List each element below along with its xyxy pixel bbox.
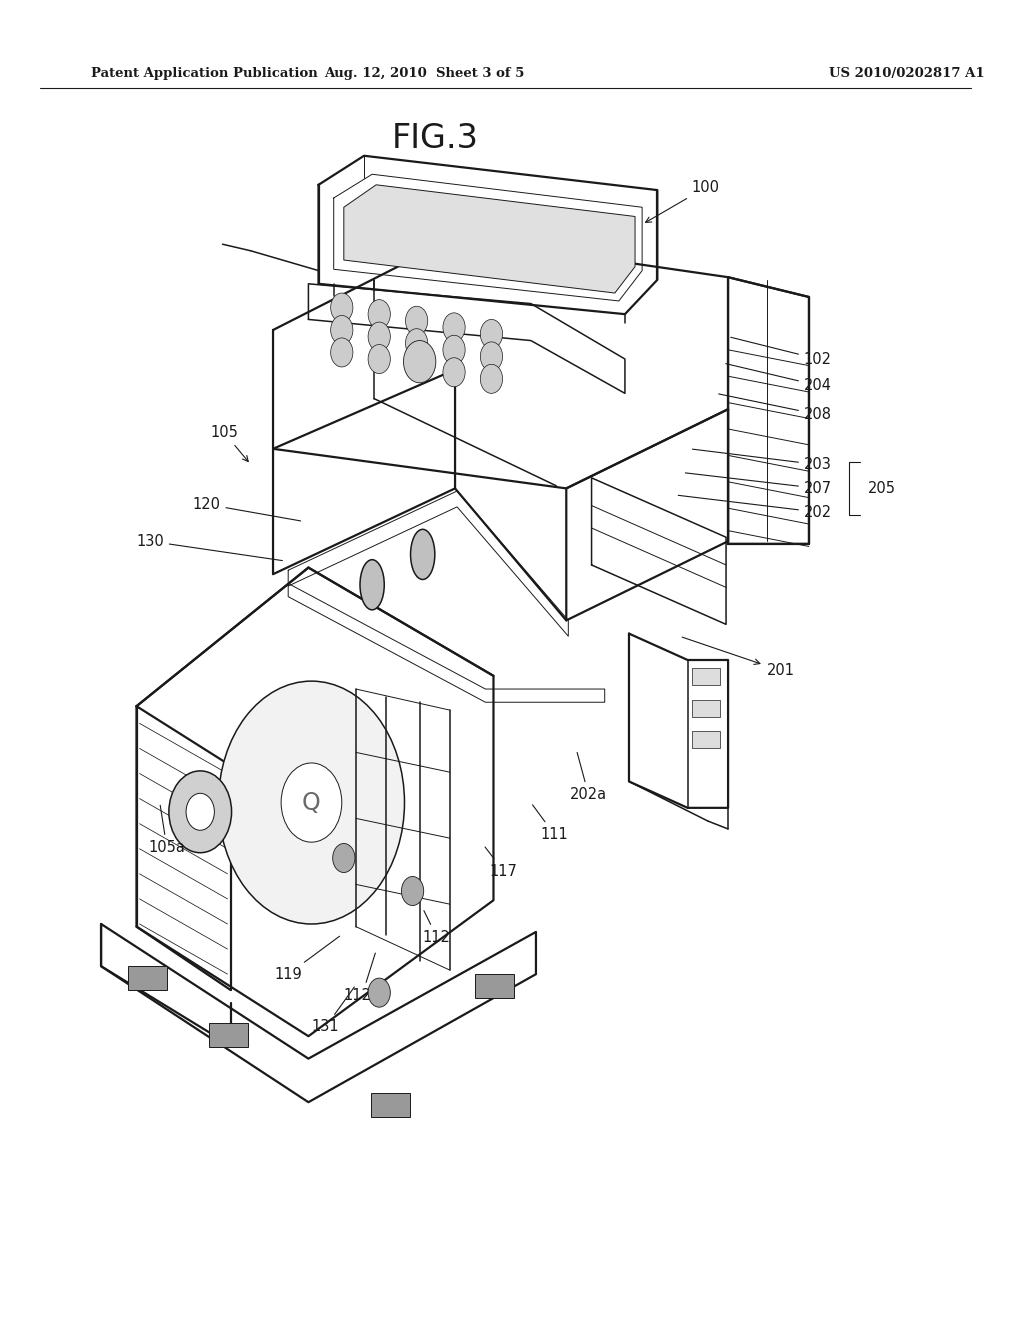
Text: 202: 202 (678, 495, 833, 520)
Text: Aug. 12, 2010  Sheet 3 of 5: Aug. 12, 2010 Sheet 3 of 5 (325, 67, 525, 81)
Circle shape (443, 313, 465, 342)
Polygon shape (344, 185, 635, 293)
Text: 203: 203 (692, 449, 831, 473)
Text: 102: 102 (731, 338, 831, 367)
Text: 201: 201 (682, 638, 795, 678)
Text: 207: 207 (685, 473, 833, 496)
Circle shape (368, 978, 390, 1007)
Circle shape (169, 771, 231, 853)
Circle shape (331, 293, 353, 322)
Circle shape (186, 793, 214, 830)
Text: Q: Q (302, 791, 321, 814)
Circle shape (406, 329, 428, 358)
Text: 208: 208 (719, 393, 831, 422)
Circle shape (480, 342, 503, 371)
Circle shape (368, 300, 390, 329)
Circle shape (368, 322, 390, 351)
Bar (128, 966, 167, 990)
Ellipse shape (411, 529, 435, 579)
Text: 205: 205 (867, 480, 896, 496)
Text: 131: 131 (311, 987, 354, 1035)
Circle shape (443, 358, 465, 387)
Text: 119: 119 (274, 936, 340, 982)
Circle shape (443, 335, 465, 364)
Bar (209, 1023, 248, 1047)
Text: FIG.3: FIG.3 (391, 121, 478, 154)
Circle shape (218, 681, 404, 924)
Circle shape (480, 364, 503, 393)
Circle shape (480, 319, 503, 348)
Text: 112b: 112b (343, 953, 381, 1003)
Circle shape (406, 351, 428, 380)
Circle shape (368, 345, 390, 374)
Text: 130: 130 (136, 533, 283, 561)
Bar (691, 668, 720, 685)
Bar (371, 1093, 410, 1117)
Circle shape (333, 843, 355, 873)
Text: 112: 112 (423, 911, 451, 945)
Text: 105a: 105a (148, 805, 185, 855)
Text: 204: 204 (726, 363, 831, 393)
Text: Patent Application Publication: Patent Application Publication (91, 67, 317, 81)
Ellipse shape (360, 560, 384, 610)
Bar (691, 700, 720, 717)
Circle shape (406, 306, 428, 335)
Text: 117: 117 (485, 847, 517, 879)
Text: 202a: 202a (570, 752, 607, 803)
Circle shape (403, 341, 436, 383)
Circle shape (331, 315, 353, 345)
Text: US 2010/0202817 A1: US 2010/0202817 A1 (829, 67, 985, 81)
Bar (475, 974, 514, 998)
Circle shape (331, 338, 353, 367)
Text: 105: 105 (211, 425, 248, 462)
Text: 111: 111 (532, 805, 568, 842)
Text: 120: 120 (193, 496, 301, 521)
Text: 100: 100 (645, 180, 720, 222)
Bar (691, 731, 720, 748)
Circle shape (282, 763, 342, 842)
Circle shape (401, 876, 424, 906)
